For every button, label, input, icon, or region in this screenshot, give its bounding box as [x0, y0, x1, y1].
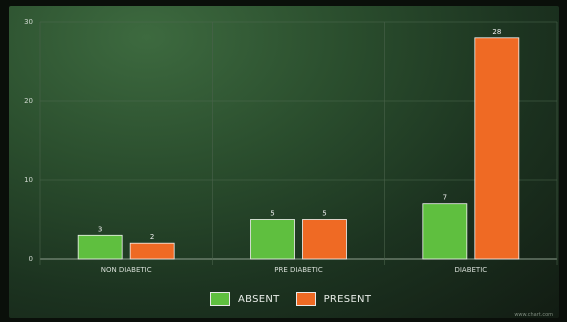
x-category-label: PRE DIABETIC: [274, 266, 323, 274]
legend-item-absent[interactable]: ABSENT: [210, 292, 280, 306]
data-label: 3: [98, 225, 102, 233]
bar-present-1: [302, 219, 347, 260]
grid-lines: [39, 21, 558, 265]
x-category-label: DIABETIC: [454, 266, 487, 274]
y-tick-label: 10: [24, 176, 33, 184]
y-tick-label: 20: [24, 97, 33, 105]
legend-label-present: PRESENT: [323, 293, 372, 305]
data-label: 28: [492, 28, 501, 36]
bar-absent-2: [422, 203, 468, 260]
data-label: 5: [270, 210, 274, 218]
bar-present-0: [129, 242, 175, 260]
x-category-label: NON DIABETIC: [101, 266, 152, 274]
legend-swatch-absent: [210, 292, 230, 306]
chart-panel: [9, 6, 559, 318]
legend-swatch-present: [295, 292, 316, 306]
bar-present-2: [474, 37, 520, 260]
legend-item-present[interactable]: PRESENT: [295, 292, 372, 306]
labels: 0 10 20 30 3 2 NON DIABETIC 5 5 PRE DIABETIC 7 28 DI…: [24, 18, 501, 274]
data-label: 7: [443, 194, 447, 202]
data-label: 5: [322, 210, 326, 218]
bars: [77, 37, 520, 260]
y-tick-label: 0: [29, 255, 33, 263]
bar-absent-0: [77, 234, 123, 260]
data-label: 2: [150, 233, 154, 241]
legend-label-absent: ABSENT: [238, 293, 280, 305]
bar-absent-1: [250, 219, 295, 260]
legend: ABSENT PRESENT: [210, 292, 379, 306]
y-tick-label: 30: [24, 18, 33, 26]
watermark: www.chart.com: [514, 312, 553, 318]
